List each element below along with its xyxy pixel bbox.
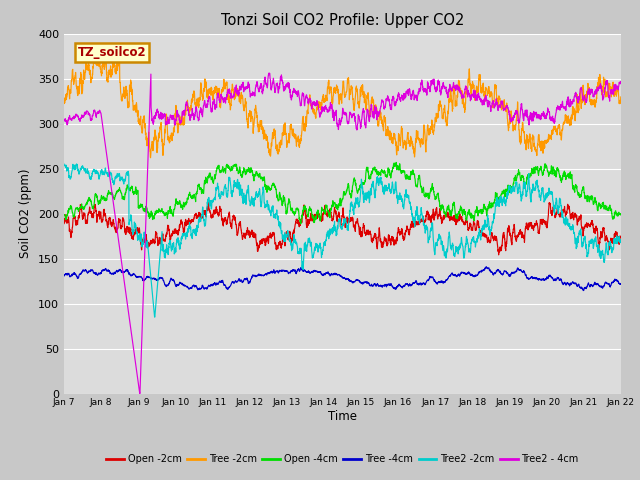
Title: Tonzi Soil CO2 Profile: Upper CO2: Tonzi Soil CO2 Profile: Upper CO2 bbox=[221, 13, 464, 28]
X-axis label: Time: Time bbox=[328, 410, 357, 423]
Text: TZ_soilco2: TZ_soilco2 bbox=[78, 46, 147, 59]
Y-axis label: Soil CO2 (ppm): Soil CO2 (ppm) bbox=[19, 169, 33, 258]
Legend: Open -2cm, Tree -2cm, Open -4cm, Tree -4cm, Tree2 -2cm, Tree2 - 4cm: Open -2cm, Tree -2cm, Open -4cm, Tree -4… bbox=[102, 450, 582, 468]
